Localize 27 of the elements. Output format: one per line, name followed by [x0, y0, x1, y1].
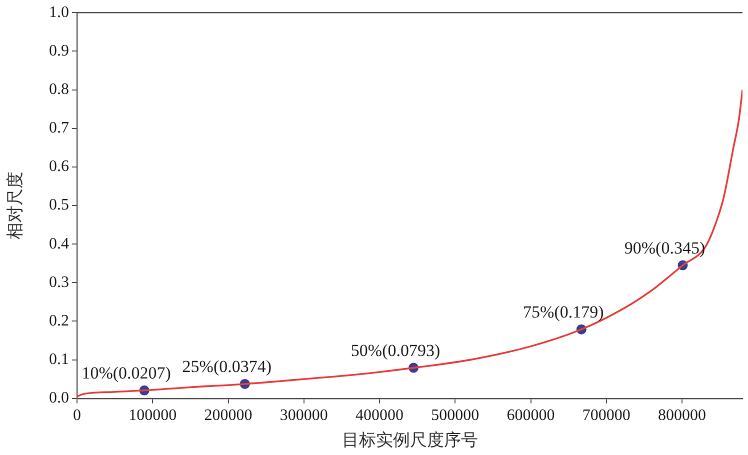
x-tick-label: 700000 [582, 407, 630, 424]
y-tick-label: 0.7 [49, 120, 69, 137]
x-tick-label: 600000 [506, 407, 555, 424]
annotation: 10%(0.0207) [82, 363, 171, 382]
x-tick-label: 200000 [204, 407, 252, 424]
y-tick-label: 1.0 [49, 4, 69, 21]
x-tick-label: 0 [73, 407, 81, 424]
y-tick-label: 0.2 [49, 312, 69, 330]
y-tick-label: 0.5 [49, 196, 69, 214]
x-tick-label: 800000 [658, 407, 706, 424]
x-tick-label: 300000 [280, 407, 328, 424]
annotation: 25%(0.0374) [182, 356, 272, 376]
y-tick-label: 0.0 [49, 390, 69, 407]
annotation: 90%(0.345) [624, 238, 706, 258]
annotation: 75%(0.179) [523, 302, 604, 322]
x-tick-label: 500000 [431, 407, 480, 424]
x-axis-title: 目标实例尺度序号 [342, 430, 478, 450]
y-tick-label: 0.6 [49, 158, 69, 176]
y-tick-label: 0.4 [49, 235, 69, 252]
x-tick-label: 400000 [356, 407, 404, 424]
y-tick-label: 0.9 [49, 42, 69, 60]
y-tick-label: 0.1 [49, 351, 69, 368]
y-axis-title: 相对尺度 [6, 172, 25, 240]
annotation: 50%(0.0793) [350, 340, 440, 360]
y-tick-label: 0.3 [49, 274, 69, 291]
y-tick-label: 0.8 [49, 80, 69, 98]
x-tick-label: 100000 [128, 407, 177, 424]
